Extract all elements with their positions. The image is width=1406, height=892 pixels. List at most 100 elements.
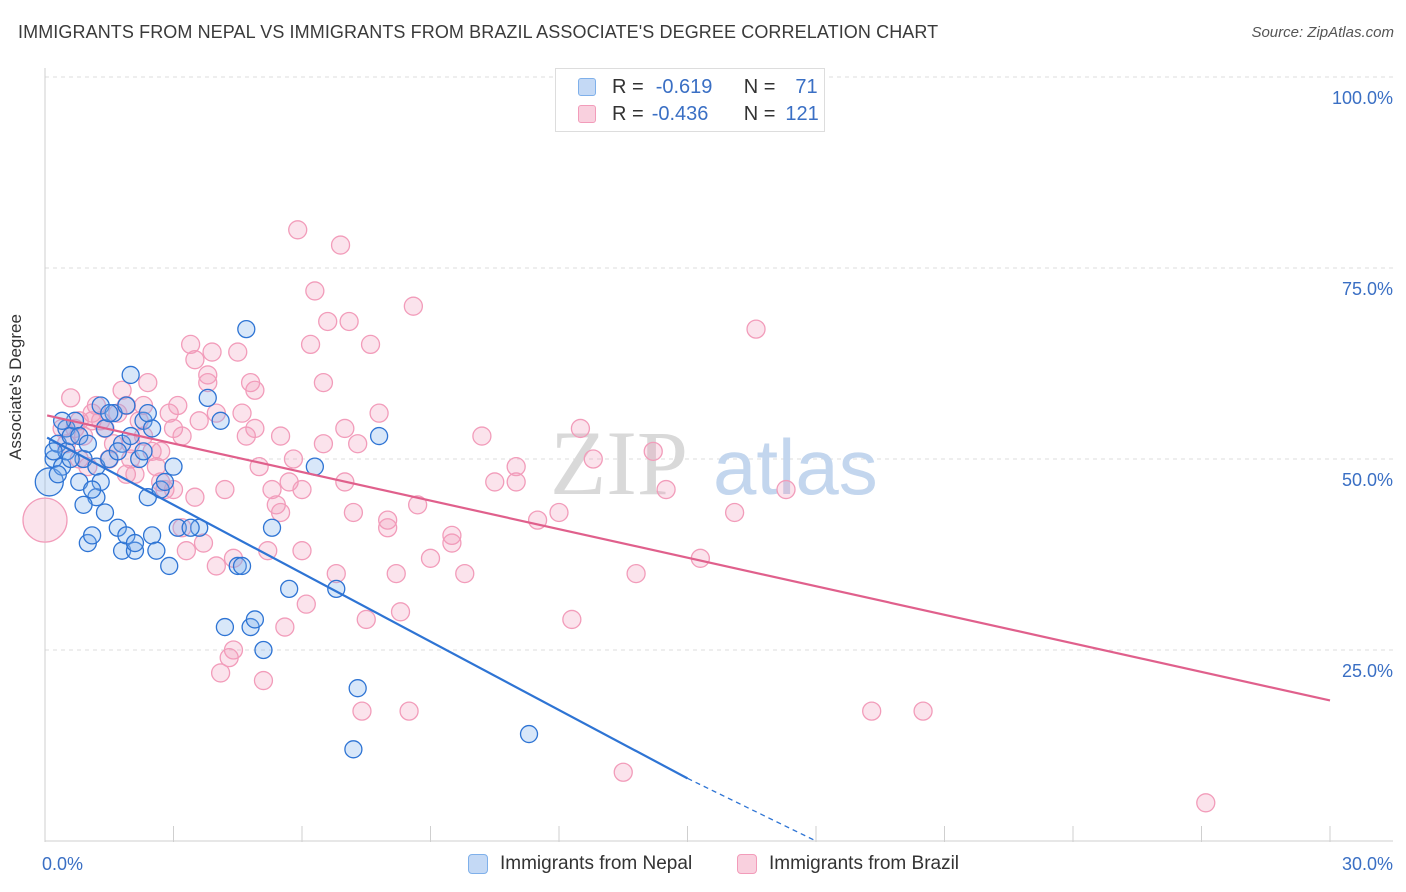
nepal-point xyxy=(108,442,127,461)
brazil-point xyxy=(228,342,248,362)
nepal-point xyxy=(348,679,367,698)
nepal-point xyxy=(279,579,299,599)
tick-labels: 25.0% 50.0% 75.0% 100.0% 0.0% 30.0% xyxy=(42,88,1393,874)
bottom-legend-brazil: Immigrants from Brazil xyxy=(737,851,959,877)
brazil-n-value: 121 xyxy=(785,102,819,125)
brazil-point xyxy=(318,311,338,332)
brazil-point xyxy=(270,426,291,446)
brazil-swatch xyxy=(578,105,596,123)
nepal-point xyxy=(160,556,179,576)
brazil-point xyxy=(150,441,171,462)
y-axis-label: Associate's Degree xyxy=(6,314,25,460)
brazil-point xyxy=(61,388,81,408)
brazil-point xyxy=(420,548,441,568)
nepal-point xyxy=(44,442,63,461)
nepal-point xyxy=(142,419,162,438)
nepal-point xyxy=(78,434,97,453)
nepal-swatch xyxy=(578,78,596,96)
nepal-point xyxy=(155,472,175,492)
brazil-point xyxy=(245,380,265,400)
nepal-r-value: -0.619 xyxy=(655,75,713,98)
nepal-point xyxy=(95,503,115,522)
y-tick-label: 50.0% xyxy=(1342,470,1393,490)
nepal-point xyxy=(48,465,67,484)
nepal-trend-line xyxy=(46,436,689,780)
nepal-point xyxy=(164,457,183,476)
bottom-brazil-label: Immigrants from Brazil xyxy=(769,853,960,874)
brazil-point xyxy=(862,701,882,721)
brazil-point xyxy=(472,426,492,446)
brazil-point xyxy=(613,762,633,782)
brazil-point xyxy=(313,434,334,454)
nepal-point xyxy=(125,541,145,560)
nepal-point xyxy=(369,426,389,446)
watermark: ZIP atlas xyxy=(550,412,878,514)
brazil-n-label: N = xyxy=(743,102,776,125)
nepal-point xyxy=(181,518,200,537)
brazil-point xyxy=(168,395,188,416)
brazil-point xyxy=(549,502,569,523)
brazil-point xyxy=(305,281,325,301)
legend-row-brazil: R = -0.436 N = 121 xyxy=(578,101,819,127)
brazil-point xyxy=(356,609,376,630)
brazil-point xyxy=(275,617,295,637)
brazil-r-label: R = xyxy=(612,102,644,125)
brazil-point xyxy=(360,334,381,355)
nepal-point xyxy=(82,480,102,499)
watermark-atlas: atlas xyxy=(713,423,878,511)
brazil-point xyxy=(403,296,424,316)
brazil-point xyxy=(399,701,419,721)
nepal-point xyxy=(121,365,140,385)
brazil-point xyxy=(913,701,933,721)
brazil-point xyxy=(485,472,505,492)
brazil-point xyxy=(442,525,462,546)
nepal-r-label: R = xyxy=(612,75,644,98)
brazil-point xyxy=(262,479,282,500)
brazil-point xyxy=(348,434,368,454)
brazil-point xyxy=(442,533,462,553)
brazil-point xyxy=(185,487,205,507)
brazil-point xyxy=(339,311,359,332)
brazil-trend-line xyxy=(46,414,1331,702)
brazil-point xyxy=(245,418,265,439)
brazil-point xyxy=(583,449,603,469)
brazil-point xyxy=(335,418,355,439)
brazil-point xyxy=(292,479,312,500)
nepal-point xyxy=(237,319,256,339)
bottom-legend-nepal: Immigrants from Nepal xyxy=(468,851,692,877)
brazil-point xyxy=(189,411,209,431)
brazil-point xyxy=(643,441,663,462)
brazil-point xyxy=(313,372,334,393)
brazil-point xyxy=(390,602,411,622)
nepal-point xyxy=(254,640,273,660)
nepal-point xyxy=(100,404,119,423)
brazil-point xyxy=(506,472,526,492)
brazil-point xyxy=(386,563,406,584)
brazil-point xyxy=(206,556,226,576)
brazil-point xyxy=(112,380,132,400)
brazil-point xyxy=(352,701,372,721)
bottom-nepal-label: Immigrants from Nepal xyxy=(500,853,693,874)
watermark-zip: ZIP xyxy=(550,412,688,514)
trend-lines xyxy=(46,414,1331,842)
nepal-trend-extension xyxy=(687,777,817,842)
brazil-point xyxy=(176,541,197,561)
bottom-nepal-swatch xyxy=(468,854,488,874)
nepal-point xyxy=(82,526,102,545)
nepal-point xyxy=(519,724,539,744)
brazil-point xyxy=(253,670,274,691)
y-tick-label: 75.0% xyxy=(1342,279,1393,299)
brazil-point xyxy=(283,449,304,469)
x-tick-label-max: 30.0% xyxy=(1342,854,1393,874)
y-tick-label: 100.0% xyxy=(1332,88,1393,108)
gridlines xyxy=(45,76,1393,651)
nepal-point xyxy=(147,541,166,560)
brazil-point xyxy=(378,518,398,538)
brazil-point xyxy=(326,563,346,584)
nepal-point xyxy=(228,556,247,576)
legend-row-nepal: R = -0.619 N = 71 xyxy=(578,74,818,100)
brazil-point xyxy=(570,418,591,439)
brazil-point xyxy=(223,640,244,660)
bottom-brazil-swatch xyxy=(737,854,757,874)
